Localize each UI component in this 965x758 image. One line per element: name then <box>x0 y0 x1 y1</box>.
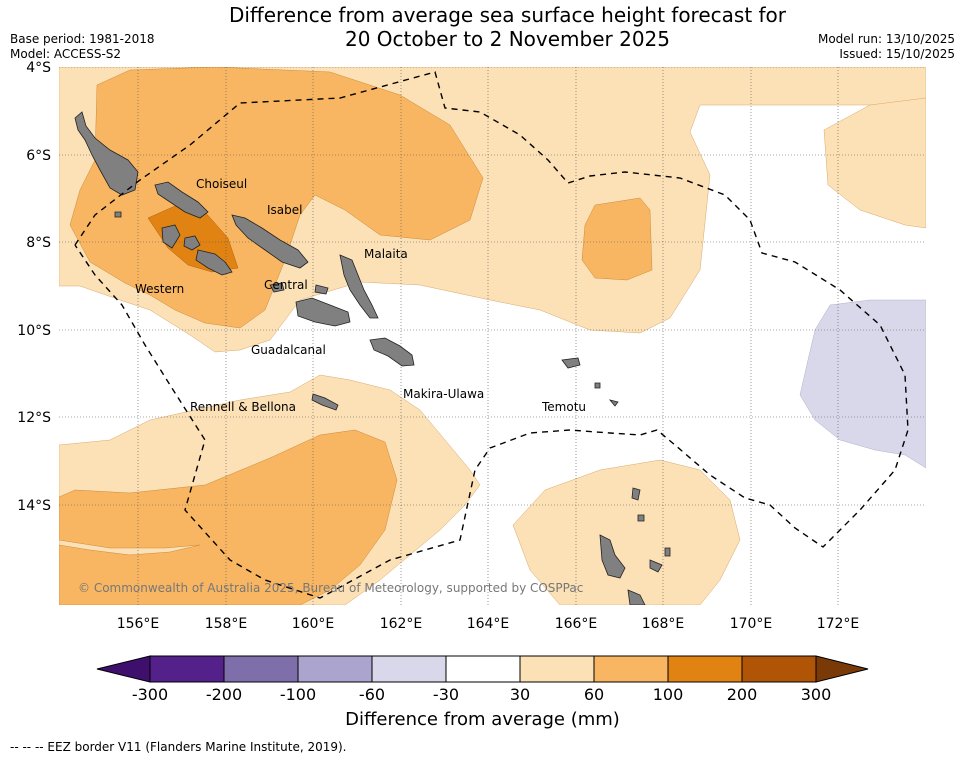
lat-label: 8°S <box>26 235 51 251</box>
eez-border <box>74 71 909 599</box>
colorbar-tick: -200 <box>206 685 242 700</box>
island-vella <box>183 235 201 251</box>
lon-label: 170°E <box>730 616 773 632</box>
colorbar-bin <box>667 655 743 683</box>
colorbar-tick: -60 <box>359 685 385 700</box>
island-small-4 <box>664 547 671 557</box>
lat-label: 6°S <box>26 148 51 164</box>
lon-label: 166°E <box>555 616 598 632</box>
colorbar-bin <box>223 655 299 683</box>
model-run: Model run: 13/10/2025 <box>817 32 955 46</box>
label-rennell-bellona: Rennell & Bellona <box>190 400 296 414</box>
island-isabel <box>231 214 309 269</box>
colorbar-tick: -300 <box>132 685 168 700</box>
island-new-georgia <box>161 224 181 249</box>
label-central: Central <box>264 278 308 292</box>
colorbar-tick: 200 <box>727 685 758 700</box>
island-malaita <box>339 254 379 319</box>
anomaly-60-100-east <box>581 197 653 281</box>
model-name: Model: ACCESS-S2 <box>10 47 122 61</box>
colorbar-tick: 300 <box>801 685 832 700</box>
colorbar-tick: -30 <box>433 685 459 700</box>
graticule <box>59 67 926 605</box>
lon-label: 172°E <box>817 616 860 632</box>
latitude-labels: 4°S 6°S 8°S 10°S 12°S 14°S <box>17 60 51 514</box>
label-makira-ulawa: Makira-Ulawa <box>403 387 484 401</box>
label-temotu: Temotu <box>541 400 586 414</box>
colorbar <box>96 655 869 683</box>
lat-label: 10°S <box>17 323 51 339</box>
lon-label: 158°E <box>205 616 248 632</box>
colorbar-bin <box>371 655 447 683</box>
lon-label: 160°E <box>292 616 335 632</box>
lat-label: 12°S <box>17 410 51 426</box>
map-canvas: Choiseul Isabel Malaita Central Western … <box>17 60 926 700</box>
meta-left: Base period: 1981-2018 Model: ACCESS-S2 <box>10 32 155 62</box>
island-bougainville <box>74 111 139 196</box>
island-kolombangara <box>195 249 233 276</box>
island-small-6 <box>314 284 329 295</box>
label-isabel: Isabel <box>267 203 302 217</box>
island-guadalcanal <box>295 297 351 327</box>
anomaly-neg-30-60 <box>799 299 926 469</box>
island-vanuatu-2 <box>627 589 646 605</box>
label-western: Western <box>135 282 184 296</box>
island-choiseul <box>154 181 209 219</box>
lat-label: 4°S <box>26 60 51 76</box>
anomaly-60-100-south <box>59 429 398 605</box>
place-labels: Choiseul Isabel Malaita Central Western … <box>135 177 586 414</box>
colorbar-extend-high <box>815 655 869 683</box>
meta-right: Model run: 13/10/2025 Issued: 15/10/2025 <box>818 32 955 62</box>
anomaly-30-60-southeast <box>512 459 741 605</box>
island-santa-cruz <box>561 357 581 369</box>
colorbar-tick: -100 <box>280 685 316 700</box>
label-guadalcanal: Guadalcanal <box>251 343 326 357</box>
issued-date: Issued: 15/10/2025 <box>839 47 955 61</box>
eez-legend-note: -- -- -- EEZ border V11 (Flanders Marine… <box>10 740 347 754</box>
colorbar-bin <box>445 655 521 683</box>
colorbar-bin <box>519 655 595 683</box>
map-area: Choiseul Isabel Malaita Central Western … <box>59 67 926 605</box>
colorbar-ticks: -300 -200 -100 -60 -30 30 60 100 200 300 <box>132 685 831 700</box>
island-vanuatu-north <box>599 534 626 579</box>
base-period: Base period: 1981-2018 <box>10 32 155 46</box>
lon-label: 168°E <box>642 616 685 632</box>
colorbar-bin <box>149 655 225 683</box>
colorbar-title: Difference from average (mm) <box>345 709 620 730</box>
lon-label: 162°E <box>380 616 423 632</box>
colorbar-bin <box>593 655 669 683</box>
colorbar-tick: 100 <box>653 685 684 700</box>
island-small-5 <box>114 211 122 218</box>
island-florida <box>269 282 285 293</box>
label-choiseul: Choiseul <box>196 177 247 191</box>
longitude-labels: 156°E 158°E 160°E 162°E 164°E 166°E 168°… <box>117 616 860 632</box>
copyright-notice: © Commonwealth of Australia 2025, Bureau… <box>78 581 583 595</box>
island-rennell <box>311 393 339 411</box>
island-small-2 <box>608 399 619 407</box>
island-small-3 <box>637 514 645 522</box>
colorbar-extend-low <box>96 655 151 683</box>
map-title: Difference from average sea surface heig… <box>0 3 965 51</box>
island-makira <box>369 337 415 367</box>
anomaly-30-60-east <box>823 97 926 229</box>
label-malaita: Malaita <box>364 247 408 261</box>
anomaly-60-100-north <box>69 67 484 329</box>
colorbar-tick: 30 <box>510 685 530 700</box>
island-small-1 <box>594 382 601 389</box>
island-vanuatu-3 <box>649 559 663 573</box>
title-line-2: 20 October to 2 November 2025 <box>344 27 671 51</box>
title-line-1: Difference from average sea surface heig… <box>228 3 787 27</box>
island-vanuatu-4 <box>631 487 641 501</box>
colorbar-bin <box>741 655 817 683</box>
colorbar-bin <box>297 655 373 683</box>
islands <box>74 111 671 605</box>
lon-label: 156°E <box>117 616 160 632</box>
lon-label: 164°E <box>467 616 510 632</box>
colorbar-tick: 60 <box>584 685 604 700</box>
lat-label: 14°S <box>17 498 51 514</box>
